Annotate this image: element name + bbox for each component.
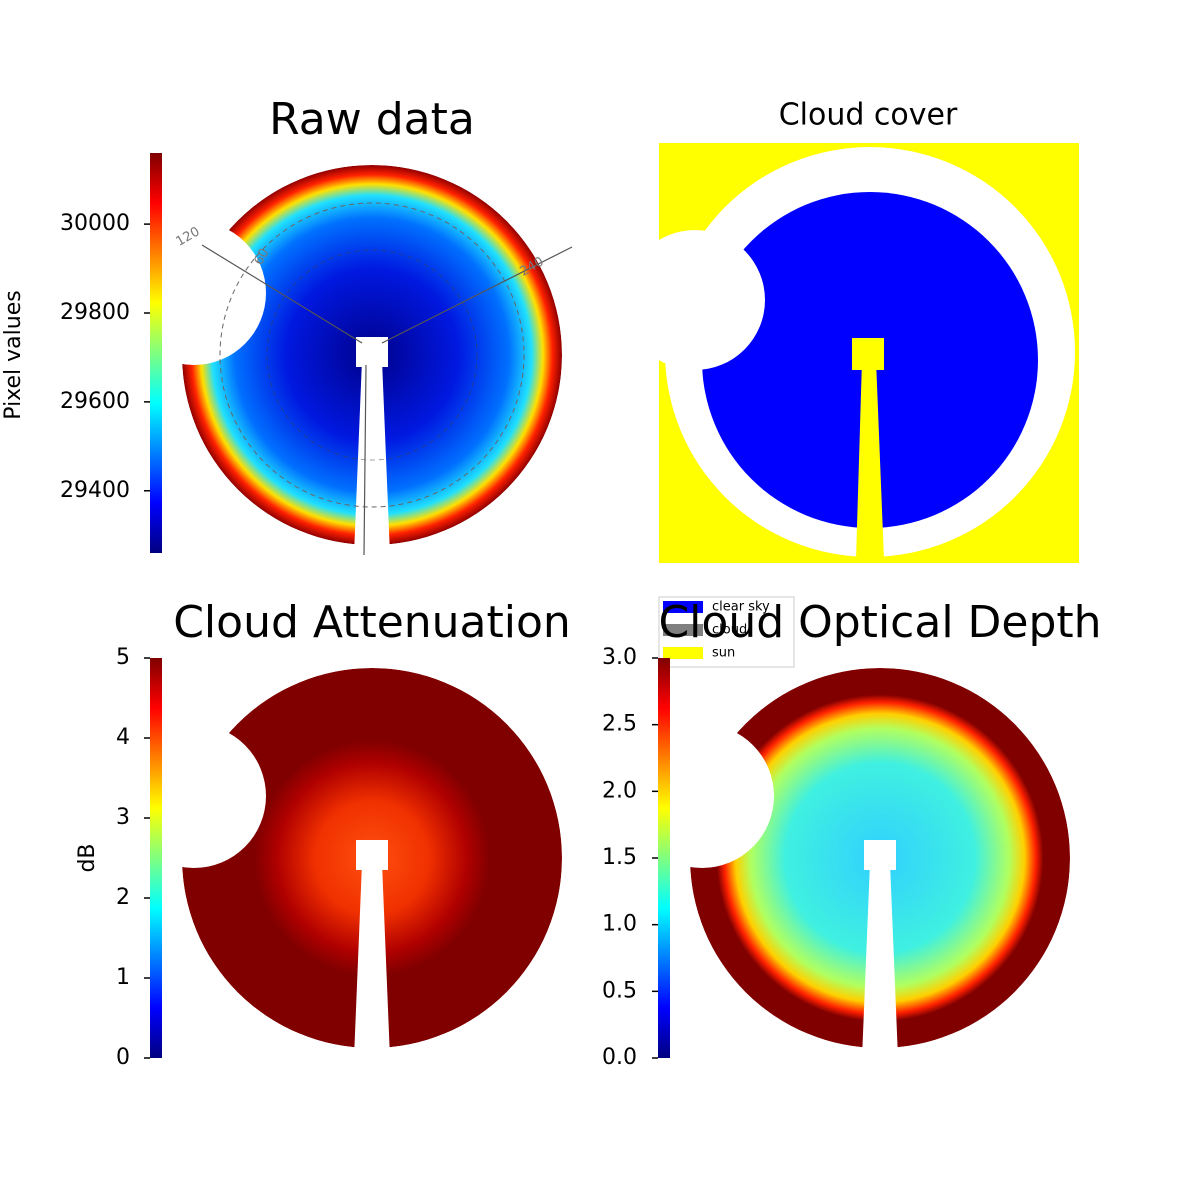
- polar-label: 120: [173, 224, 202, 249]
- panel-title: Cloud Optical Depth: [658, 597, 1101, 648]
- colorbar-label: dB: [75, 843, 100, 872]
- colorbar-tick-label: 3: [116, 805, 130, 830]
- polar-line: [363, 364, 367, 556]
- legend-label: cloud: [712, 623, 747, 638]
- polar-line: [381, 246, 573, 344]
- colorbar-tick-label: 0: [116, 1045, 130, 1070]
- legend-swatch: [663, 624, 703, 636]
- legend-swatch: [663, 647, 703, 659]
- sky-image: [182, 668, 562, 1048]
- colorbar: [150, 153, 162, 553]
- colorbar-tick-label: 1.5: [602, 845, 637, 870]
- image-field: [690, 668, 1070, 1048]
- colorbar-tick-label: 1: [116, 965, 130, 990]
- image-field: [182, 165, 562, 545]
- colorbar-tick-label: 2.5: [602, 712, 637, 737]
- colorbar-tick-label: 0.5: [602, 978, 637, 1003]
- legend-label: clear sky: [712, 600, 770, 615]
- polar-line: [201, 244, 363, 344]
- sun-region: [856, 360, 884, 560]
- panel-title: Raw data: [269, 94, 475, 145]
- panel-title: Cloud Attenuation: [173, 597, 571, 648]
- polar-grid: [266, 249, 478, 461]
- image-field: [182, 668, 562, 1048]
- colorbar-label: Pixel values: [1, 290, 26, 419]
- legend-label: sun: [712, 646, 735, 661]
- colorbar: [150, 658, 162, 1058]
- polar-label: 60: [251, 246, 272, 268]
- colorbar-tick-label: 2: [116, 885, 130, 910]
- colorbar-tick-label: 0.0: [602, 1045, 637, 1070]
- colorbar-tick-label: 3.0: [602, 645, 637, 670]
- sun-region: [625, 230, 765, 370]
- colorbar-tick-label: 2.0: [602, 778, 637, 803]
- sun-region: [852, 338, 884, 370]
- colorbar-tick-label: 4: [116, 725, 130, 750]
- polar-grid: [219, 202, 525, 508]
- colorbar-tick-label: 1.0: [602, 912, 637, 937]
- colorbar-tick-label: 29800: [60, 300, 130, 325]
- colorbar-tick-label: 5: [116, 645, 130, 670]
- colorbar-tick-label: 30000: [60, 211, 130, 236]
- colorbar-tick-label: 29400: [60, 478, 130, 503]
- sky-image: [690, 668, 1070, 1048]
- panel-title: Cloud cover: [779, 98, 958, 133]
- legend-swatch: [663, 601, 703, 613]
- colorbar: [658, 658, 670, 1058]
- colorbar-tick-label: 29600: [60, 389, 130, 414]
